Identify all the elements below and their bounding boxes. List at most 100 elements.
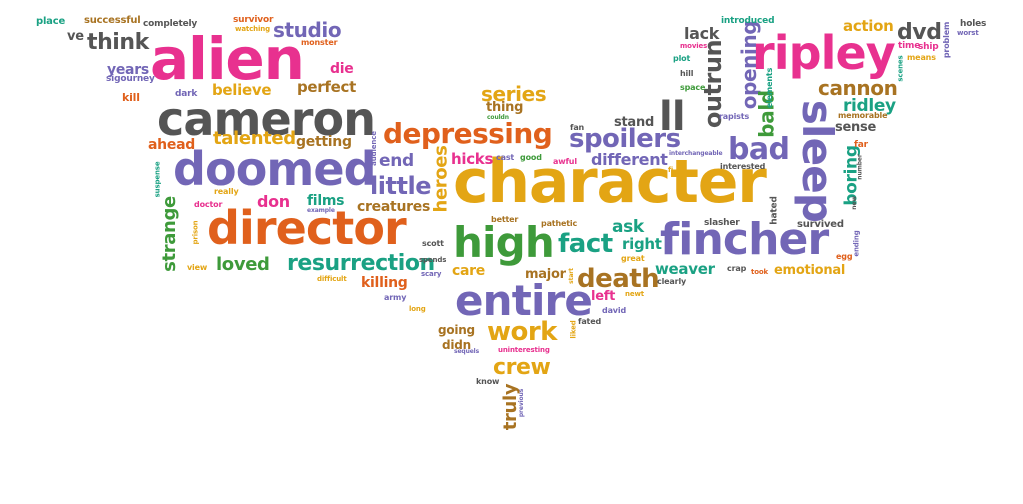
word: difficult — [317, 275, 347, 283]
word: studio — [273, 18, 342, 42]
word: doctor — [194, 200, 223, 209]
word: scott — [422, 239, 444, 248]
word: left — [591, 289, 616, 304]
word: suspense — [153, 161, 162, 198]
word: hill — [680, 69, 694, 78]
word: fated — [578, 317, 602, 326]
word: die — [330, 61, 354, 77]
word: time — [898, 41, 921, 51]
word: care — [452, 263, 486, 279]
word: worst — [957, 29, 979, 37]
word: strange — [158, 196, 180, 272]
word: scenes — [896, 55, 905, 82]
word: hicks — [451, 150, 494, 168]
word: didn — [442, 338, 471, 352]
word: sequels — [454, 348, 480, 355]
word: interchangeable — [669, 150, 723, 157]
word: bad — [728, 132, 790, 167]
word: death — [577, 264, 660, 294]
word: holes — [960, 19, 987, 29]
word: action — [843, 17, 894, 35]
word: rapists — [719, 112, 750, 121]
word: fan — [570, 123, 585, 132]
word: cast — [496, 153, 515, 162]
word: character — [453, 147, 767, 217]
word: previous — [518, 388, 526, 418]
word: believe — [212, 81, 272, 99]
word: better — [491, 215, 519, 224]
word: took — [751, 268, 769, 276]
word: heroes — [430, 145, 452, 213]
word: little — [370, 172, 432, 200]
word: getting — [296, 134, 352, 150]
word: weaver — [655, 260, 715, 278]
word: couldn — [487, 114, 509, 121]
word: ending — [852, 230, 861, 257]
word: years — [107, 62, 149, 78]
word: completely — [143, 19, 198, 29]
word: director — [207, 201, 407, 255]
word: resurrection — [287, 251, 435, 276]
word: place — [36, 16, 66, 27]
word: sigourney — [106, 74, 155, 84]
word: number — [856, 154, 864, 180]
word: work — [487, 317, 557, 347]
word: perfect — [297, 78, 356, 96]
word: going — [438, 323, 475, 337]
word: major — [525, 267, 566, 282]
word: entire — [455, 276, 593, 325]
word: high — [453, 218, 555, 267]
word: sleep — [793, 99, 843, 223]
word: really — [214, 187, 239, 196]
word: don — [257, 192, 290, 211]
word: space — [680, 83, 706, 92]
word: movies — [680, 42, 708, 50]
word: ridley — [843, 96, 896, 116]
word: dvd — [897, 20, 942, 45]
word: scary — [421, 270, 442, 278]
word: good — [520, 153, 542, 162]
word: far — [854, 140, 868, 150]
word: survivor — [233, 15, 274, 25]
word: spends — [419, 256, 447, 264]
word: army — [384, 293, 407, 302]
word: end — [379, 151, 414, 171]
word: know — [476, 377, 500, 386]
word: right — [622, 235, 662, 253]
word: problem — [942, 21, 952, 59]
word: audience — [369, 131, 378, 166]
word: ship — [918, 42, 939, 52]
word: new — [850, 196, 858, 210]
word: ripley — [752, 26, 896, 80]
word: survived — [797, 219, 844, 230]
word: hated — [769, 196, 780, 225]
word: cameron — [157, 92, 376, 146]
word: alien — [150, 25, 305, 93]
word: stand — [614, 115, 654, 130]
word: successful — [84, 15, 141, 26]
word: long — [409, 305, 426, 313]
word: pathetic — [541, 219, 578, 228]
word: fincher — [660, 214, 829, 265]
word: crew — [493, 355, 551, 380]
word: dark — [175, 89, 198, 99]
word: start — [567, 268, 575, 284]
word: sense — [835, 120, 877, 135]
word: fact — [558, 229, 613, 259]
word: watching — [235, 25, 270, 33]
word: awful — [553, 157, 577, 166]
word: series — [481, 82, 547, 106]
word: example — [307, 207, 335, 214]
word: loved — [216, 254, 270, 275]
word: uninteresting — [498, 346, 550, 354]
word: emotional — [774, 263, 846, 278]
word: slasher — [704, 218, 740, 228]
word: memorable — [838, 111, 888, 120]
word: kill — [122, 91, 140, 104]
word: spoilers — [569, 124, 681, 154]
word: think — [87, 30, 149, 55]
word: ve — [67, 29, 84, 44]
word: great — [621, 254, 645, 263]
word: doomed — [173, 142, 377, 196]
